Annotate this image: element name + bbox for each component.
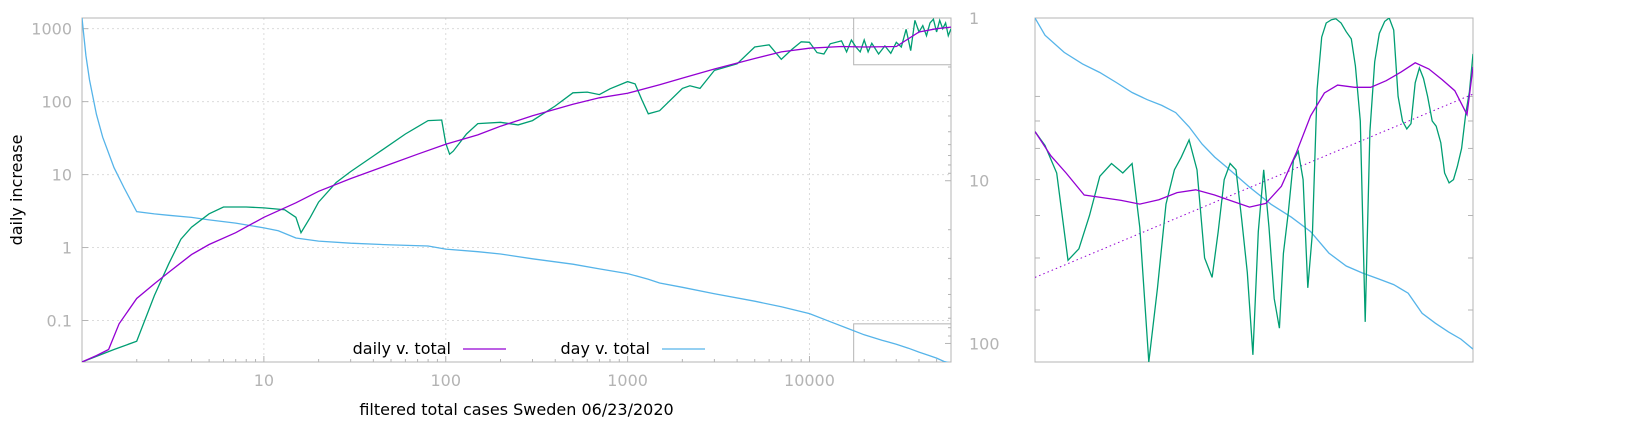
legend-label: day v. total	[561, 339, 651, 358]
zoom-region-marker	[853, 17, 952, 66]
series-line-day-v-total	[82, 18, 950, 362]
zoom-chart	[1034, 17, 1474, 363]
main-plot-frame	[81, 17, 952, 363]
y-axis-label: daily increase	[7, 135, 26, 246]
y-tick-label: 0.1	[47, 312, 72, 331]
x-tick-label: 10000	[784, 371, 835, 390]
zoom-series-line-unnamed	[1035, 18, 1473, 362]
main-chart: 10 100 1000 10000 0.1 1 10 100 1000 1 10 100 filt…	[7, 9, 1000, 419]
zoom-region-marker	[853, 323, 952, 363]
zoom-series-line-trend	[1035, 93, 1473, 278]
series-line-unnamed	[82, 18, 951, 362]
y-tick-label: 10	[52, 166, 72, 185]
series-line-daily-v-total	[82, 26, 951, 362]
x-tick-label: 1000	[607, 371, 648, 390]
x-axis-label: filtered total cases Sweden 06/23/2020	[359, 400, 673, 419]
legend-label: daily v. total	[353, 339, 451, 358]
y-tick-label: 1	[62, 239, 72, 258]
legend: daily v. total day v. total	[353, 339, 705, 358]
y-tick-label: 100	[41, 93, 72, 112]
y-tick-label: 1000	[31, 20, 72, 39]
x-tick-label: 10	[254, 371, 274, 390]
y2-tick-label: 100	[969, 334, 1000, 353]
zoom-series-line-daily-v-total	[1035, 62, 1473, 208]
x-tick-label: 100	[430, 371, 461, 390]
y2-tick-label: 10	[969, 172, 989, 191]
zoom-series-line-day-v-total	[1035, 18, 1473, 350]
y2-tick-label: 1	[969, 9, 979, 28]
zoom-plot-frame	[1034, 17, 1474, 363]
